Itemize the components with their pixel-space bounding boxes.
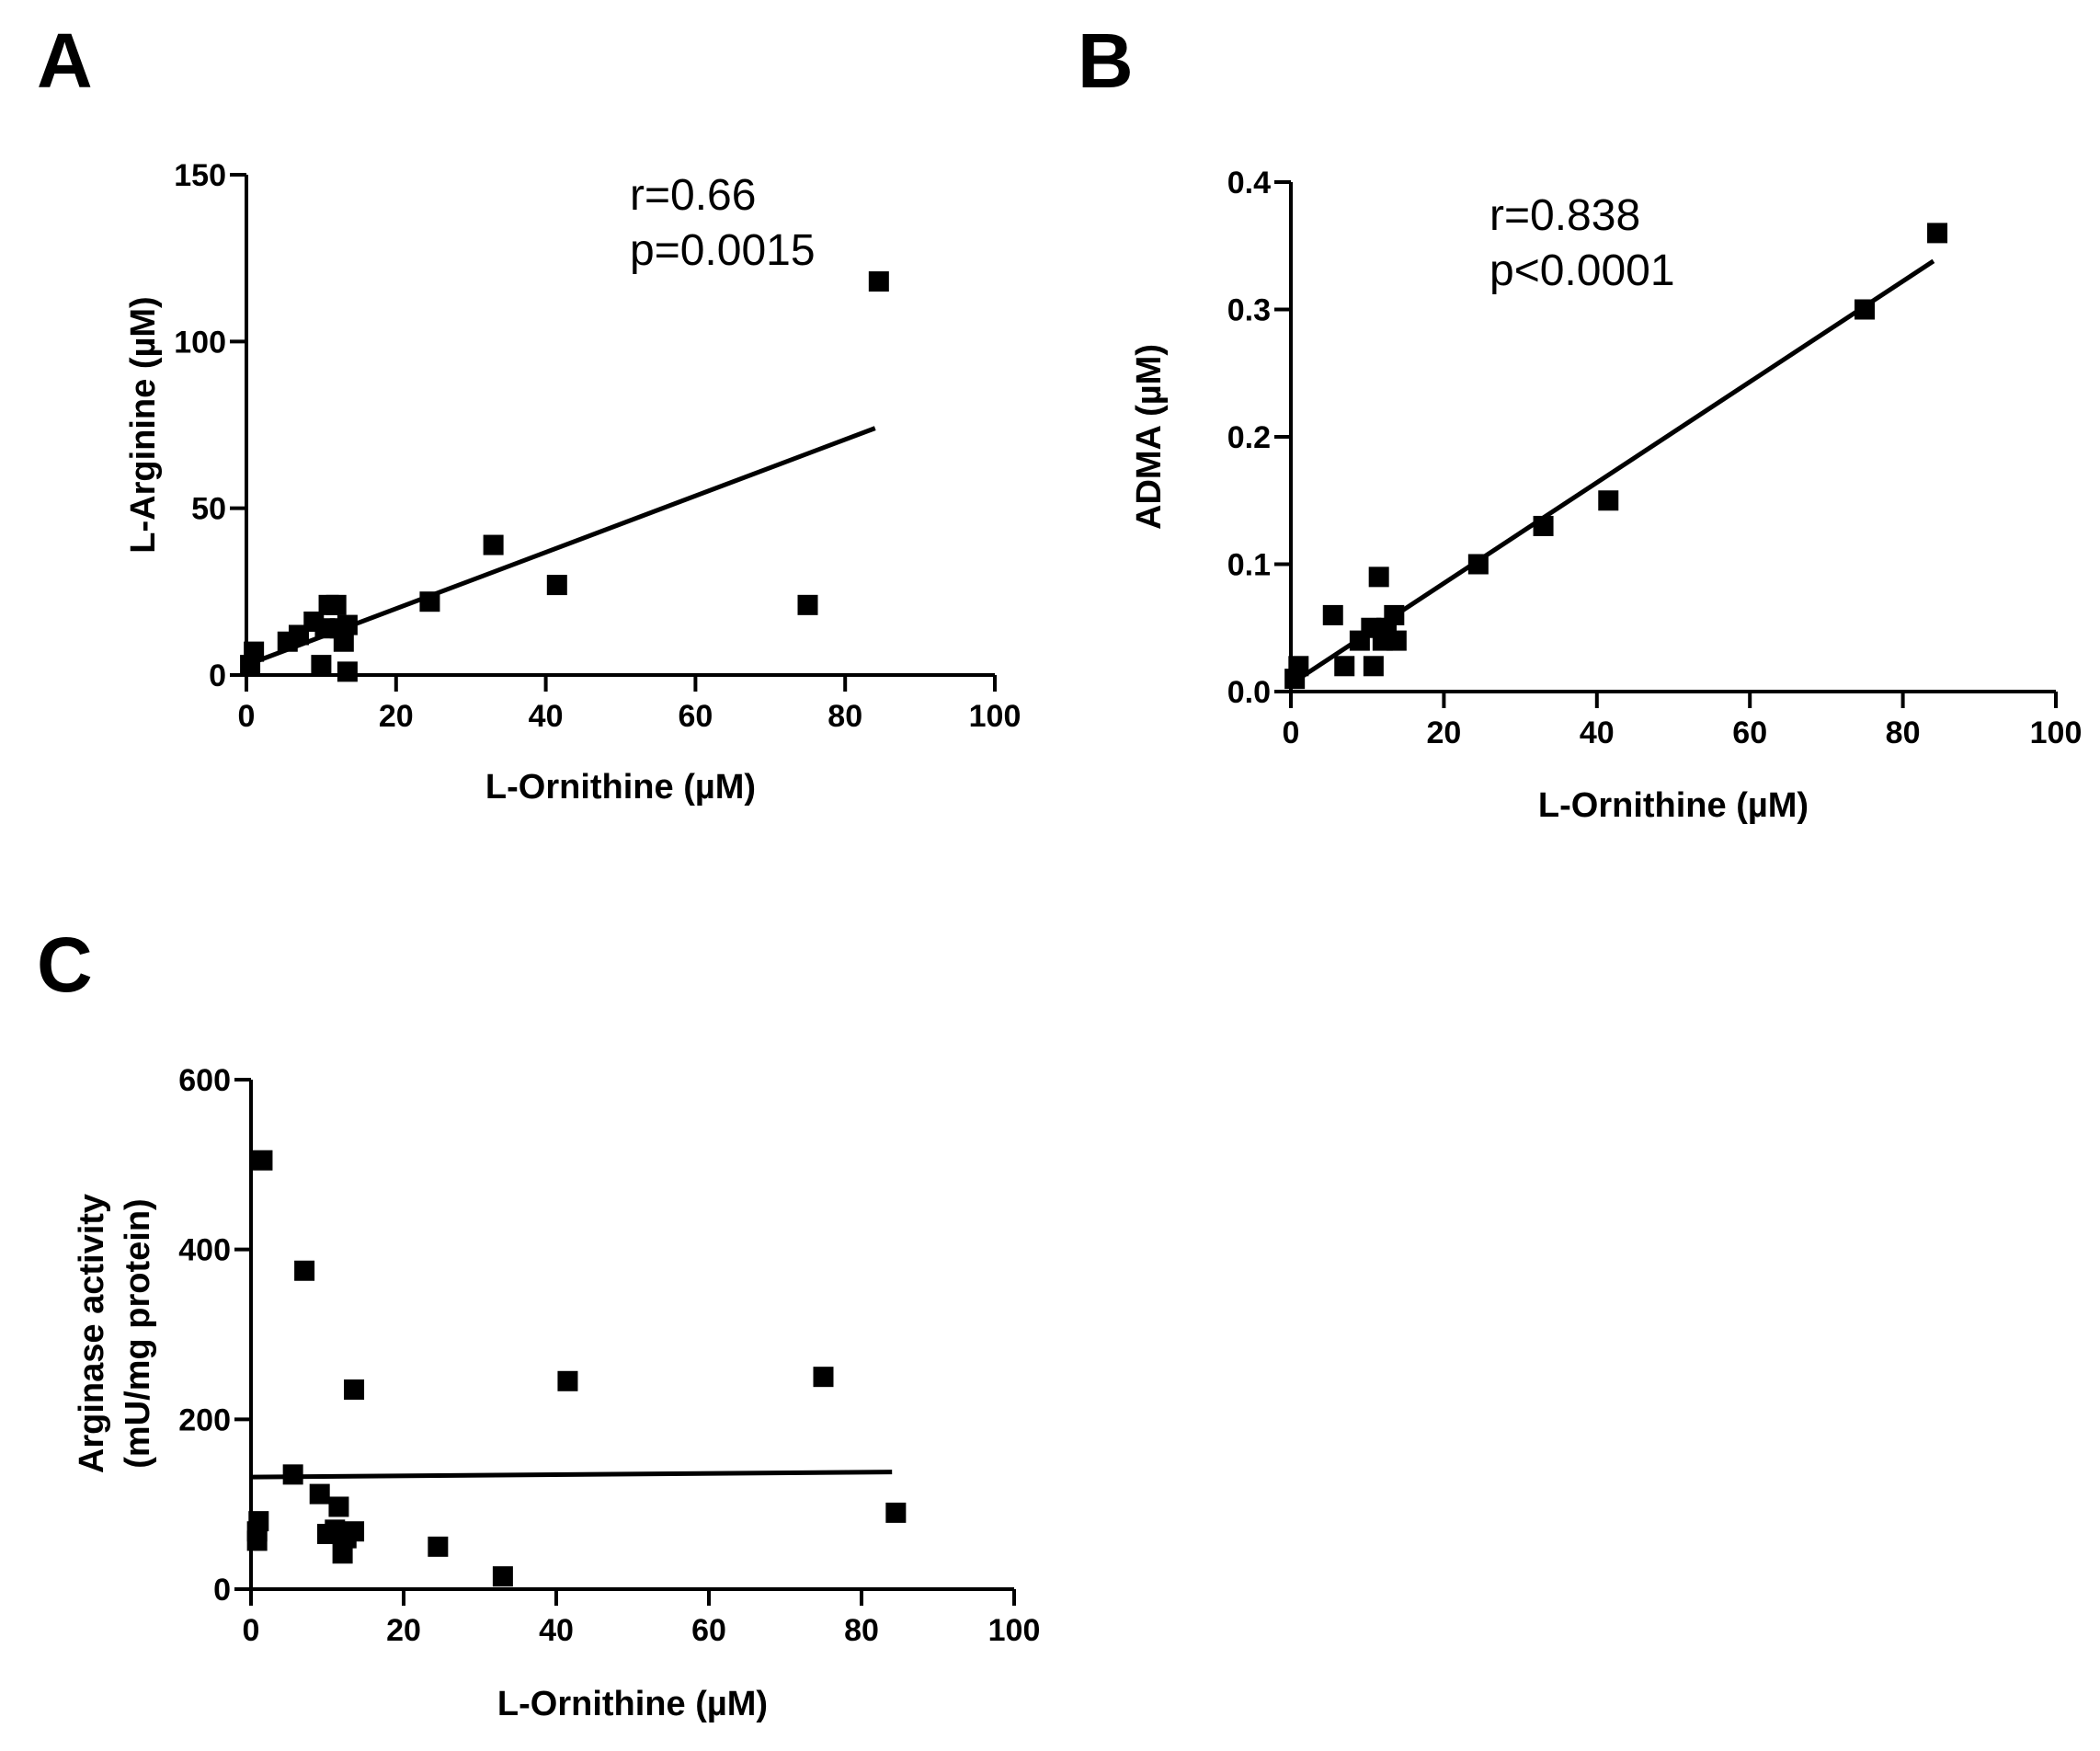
- panel-a-annotation: p=0.0015: [630, 226, 816, 275]
- panel-b-data-point: [1384, 604, 1405, 625]
- panel-b-y-tick-label: 0.1: [1227, 548, 1271, 583]
- panel-c-data-point: [344, 1521, 365, 1542]
- panel-c-x-axis-title: L-Ornithine (µM): [497, 1685, 768, 1723]
- panel-a-y-tick-label: 50: [191, 492, 226, 527]
- panel-b-data-point: [1598, 490, 1619, 511]
- panel-b-y-tick-label: 0.0: [1227, 675, 1271, 710]
- panel-a-data-point: [333, 631, 354, 652]
- panel-a-data-point: [337, 661, 358, 682]
- panel-c-data-point: [248, 1511, 269, 1532]
- panel-c-x-tick-label: 80: [844, 1613, 879, 1648]
- panel-b-letter: B: [1078, 17, 1134, 104]
- panel-a-x-tick-label: 100: [969, 699, 1021, 734]
- panel-b-data-point: [1322, 604, 1343, 625]
- panel-b-data-point: [1467, 554, 1489, 575]
- panel-c: C 0 20 40 60 80 100 0 200 400 600 L-Ornithine (µM) A…: [37, 921, 1040, 1723]
- panel-b-annotation: p<0.0001: [1489, 246, 1675, 295]
- panel-a-data-point: [244, 641, 265, 662]
- panel-b-y-tick-label: 0.2: [1227, 420, 1271, 455]
- panel-a-data-point: [311, 655, 332, 676]
- panel-a-data-point: [797, 594, 818, 615]
- panel-c-x-tick-label: 40: [539, 1613, 574, 1648]
- panel-a-data-point: [546, 575, 567, 596]
- panel-a-x-axis-title: L-Ornithine (µM): [485, 768, 756, 807]
- panel-a-y-tick-label: 150: [174, 158, 226, 193]
- panel-a-x-tick-label: 40: [529, 699, 564, 734]
- panel-b-data-point: [1533, 515, 1554, 536]
- panel-c-y-axis-title-line: Arginase activity: [73, 1194, 111, 1473]
- panel-c-regression-line: [250, 1470, 893, 1480]
- panel-c-y-tick-label: 0: [213, 1573, 231, 1608]
- panel-c-data-point: [282, 1464, 303, 1485]
- panel-a-x-tick-label: 20: [379, 699, 414, 734]
- panel-b-y-tick-label: 0.4: [1227, 166, 1271, 200]
- panel-a-data-point: [325, 594, 347, 615]
- panel-b-annotation: r=0.838: [1489, 191, 1640, 240]
- panel-b-x-tick-label: 80: [1886, 715, 1921, 750]
- panel-c-x-tick-label: 20: [386, 1613, 421, 1648]
- panel-a-letter: A: [37, 17, 93, 104]
- panel-b-x-tick-label: 0: [1283, 715, 1300, 750]
- panel-a-x-tick-label: 80: [827, 699, 862, 734]
- panel-c-x-tick-label: 100: [988, 1613, 1041, 1648]
- panel-c-data-point: [252, 1150, 273, 1171]
- panel-c-data-point: [428, 1536, 449, 1557]
- panel-b-x-tick-label: 60: [1732, 715, 1767, 750]
- panel-b-data-point: [1368, 566, 1389, 588]
- panel-c-data-point: [309, 1483, 330, 1505]
- panel-b-data-point: [1334, 656, 1355, 677]
- panel-c-y-axis-title-line: (mU/mg protein): [119, 1198, 157, 1468]
- panel-a-data-point: [868, 271, 889, 292]
- panel-c-x-tick-label: 60: [691, 1613, 726, 1648]
- panel-a-y-axis-title: L-Arginine (µM): [124, 296, 163, 553]
- panel-a-x-tick-label: 60: [678, 699, 713, 734]
- panel-b-data-point: [1386, 630, 1407, 651]
- panel-c-data-point: [492, 1566, 513, 1587]
- panel-c-letter: C: [37, 921, 93, 1008]
- panel-b-y-tick-label: 0.3: [1227, 293, 1271, 328]
- panel-b-x-tick-label: 20: [1426, 715, 1461, 750]
- panel-a-data-point: [419, 591, 440, 612]
- panel-b-x-tick-label: 40: [1580, 715, 1615, 750]
- panel-b-y-axis-title: ADMA (µM): [1130, 344, 1169, 530]
- panel-b-data-point: [1855, 299, 1875, 320]
- panel-c-data-point: [332, 1543, 353, 1564]
- panel-c-y-tick-label: 400: [178, 1233, 231, 1268]
- panel-c-data-point: [813, 1367, 834, 1388]
- panel-a-data-point: [337, 614, 358, 635]
- panel-c-data-point: [328, 1496, 349, 1517]
- panel-a-y-tick-label: 0: [209, 658, 226, 693]
- panel-b-data-point: [1288, 656, 1309, 677]
- panel-c-data-point: [294, 1260, 315, 1281]
- panel-a-y-tick-label: 100: [174, 325, 226, 360]
- panel-c-y-tick-label: 600: [178, 1063, 231, 1098]
- panel-a: A 0 20 40 60 80 100 0 50 100 150 L-Ornithine (µM) L-…: [37, 17, 1021, 807]
- panel-c-x-tick-label: 0: [243, 1613, 260, 1648]
- panel-c-data-point: [885, 1502, 907, 1523]
- panel-c-data-point: [557, 1370, 578, 1391]
- panel-b-data-point: [1927, 223, 1948, 244]
- panel-c-y-tick-label: 200: [178, 1402, 231, 1437]
- panel-a-data-point: [483, 534, 504, 555]
- panel-a-annotation: r=0.66: [630, 171, 756, 220]
- panel-b-data-point: [1363, 656, 1384, 677]
- panel-a-x-tick-label: 0: [238, 699, 256, 734]
- panel-c-data-point: [344, 1379, 365, 1401]
- panel-b: B 0 20 40 60 80 100 0.0 0.1 0.2 0.3 0.4 L-Ornithine …: [1078, 17, 2082, 825]
- panel-b-x-tick-label: 100: [2030, 715, 2083, 750]
- panel-b-x-axis-title: L-Ornithine (µM): [1538, 786, 1809, 825]
